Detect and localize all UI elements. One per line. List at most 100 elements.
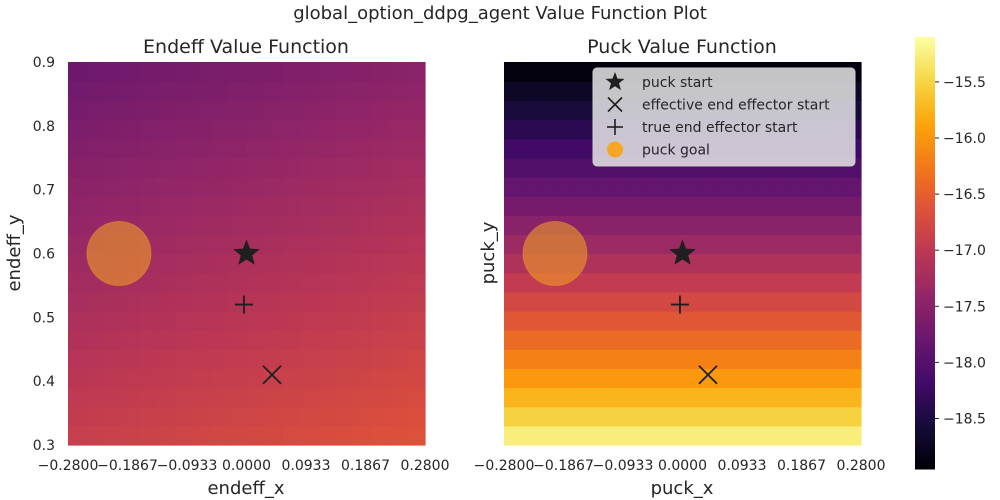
heatmap-cell <box>317 272 337 293</box>
heatmap-cell <box>593 310 612 331</box>
heatmap-cell <box>103 119 123 140</box>
colorbar-segment <box>915 415 935 420</box>
heatmap-cell <box>317 215 337 235</box>
colorbar-tick-label: −16.5 <box>943 187 986 203</box>
heatmap-cell <box>192 196 212 216</box>
heatmap-cell <box>300 176 319 197</box>
heatmap-cell <box>539 119 559 140</box>
heatmap-cell <box>264 291 283 312</box>
heatmap-cell <box>539 100 559 121</box>
heatmap-cell <box>771 234 791 255</box>
heatmap-cell <box>407 349 426 369</box>
heatmap-cell <box>389 272 408 293</box>
heatmap-cell <box>407 310 426 331</box>
heatmap-cell <box>557 406 576 427</box>
colorbar-tick-label: −17.5 <box>943 299 986 315</box>
heatmap-cell <box>335 272 355 293</box>
colorbar-segment <box>915 47 935 52</box>
heatmap-cell <box>335 215 355 235</box>
heatmap-cell <box>353 291 373 312</box>
colorbar-segment <box>915 231 935 236</box>
heatmap-cell <box>264 253 283 274</box>
heatmap-cell <box>825 196 844 216</box>
heatmap-cell <box>646 349 666 369</box>
colorbar-segment <box>915 425 935 430</box>
heatmap-cell <box>407 196 426 216</box>
heatmap-cell <box>407 176 426 197</box>
heatmap-cell <box>175 291 194 312</box>
colorbar-segment <box>915 141 935 146</box>
heatmap-cell <box>539 425 559 446</box>
heatmap-cell <box>139 157 158 178</box>
heatmap-cell <box>300 387 319 408</box>
y-tick-label: 0.3 <box>33 438 55 454</box>
heatmap-cell <box>121 138 140 159</box>
heatmap-cell <box>353 62 373 82</box>
heatmap-cell <box>139 387 158 408</box>
heatmap-cell <box>139 119 158 140</box>
colorbar-segment <box>915 436 935 441</box>
heatmap-cell <box>504 349 523 369</box>
heatmap-cell <box>611 310 630 331</box>
heatmap-cell <box>85 349 105 369</box>
x-tick-label: 0.0000 <box>658 458 707 474</box>
heatmap-cell <box>575 272 594 293</box>
colorbar-segment <box>915 206 935 211</box>
heatmap-cell <box>353 310 373 331</box>
colorbar-segment <box>915 335 935 340</box>
heatmap-cell <box>593 234 612 255</box>
heatmap-cell <box>85 176 105 197</box>
colorbar-segment <box>915 98 935 103</box>
heatmap-cell <box>68 291 87 312</box>
heatmap-cell <box>557 100 576 121</box>
colorbar-segment <box>915 55 935 60</box>
heatmap-cell <box>753 310 773 331</box>
heatmap-cell <box>825 215 844 235</box>
colorbar-segment <box>915 235 935 240</box>
colorbar-segment <box>915 364 935 369</box>
heatmap-cell <box>825 387 844 408</box>
heatmap-cell <box>192 62 212 82</box>
heatmap-cell <box>389 176 408 197</box>
heatmap-cell <box>353 368 373 389</box>
heatmap-cell <box>504 138 523 159</box>
heatmap-cell <box>628 387 648 408</box>
heatmap-cell <box>192 291 212 312</box>
heatmap-cell <box>611 291 630 312</box>
heatmap-cell <box>389 291 408 312</box>
heatmap-cell <box>157 291 176 312</box>
heatmap-cell <box>175 368 194 389</box>
heatmap-cell <box>407 272 426 293</box>
heatmap-cell <box>175 330 194 350</box>
heatmap-cell <box>407 387 426 408</box>
heatmap-cell <box>371 272 390 293</box>
heatmap-cell <box>157 310 176 331</box>
heatmap-cell <box>192 272 212 293</box>
heatmap-cell <box>736 234 755 255</box>
endeff-value-panel: Endeff Value Function −0.2800−0.1867−0.0… <box>4 36 450 499</box>
colorbar-segment <box>915 281 935 286</box>
heatmap-cell <box>264 368 283 389</box>
heatmap-cell <box>282 196 301 216</box>
colorbar-tick-label: −17.0 <box>943 243 986 259</box>
heatmap-cell <box>210 100 230 121</box>
heatmap-cell <box>753 253 773 274</box>
heatmap-cell <box>228 119 248 140</box>
colorbar-segment <box>915 134 935 139</box>
heatmap-cell <box>736 368 755 389</box>
colorbar-segment <box>915 339 935 344</box>
heatmap-cell <box>246 349 265 369</box>
heatmap-cell <box>175 387 194 408</box>
heatmap-cell <box>407 62 426 82</box>
heatmap-cell <box>789 215 809 235</box>
heatmap-cell <box>353 196 373 216</box>
heatmap-cell <box>539 62 559 82</box>
heatmap-cell <box>246 387 265 408</box>
heatmap-cell <box>789 291 809 312</box>
heatmap-cell <box>700 387 719 408</box>
heatmap-cell <box>210 196 230 216</box>
x-tick-label: 0.0933 <box>718 458 767 474</box>
heatmap-cell <box>575 330 594 350</box>
heatmap-cell <box>228 81 248 101</box>
heatmap-cell <box>353 234 373 255</box>
